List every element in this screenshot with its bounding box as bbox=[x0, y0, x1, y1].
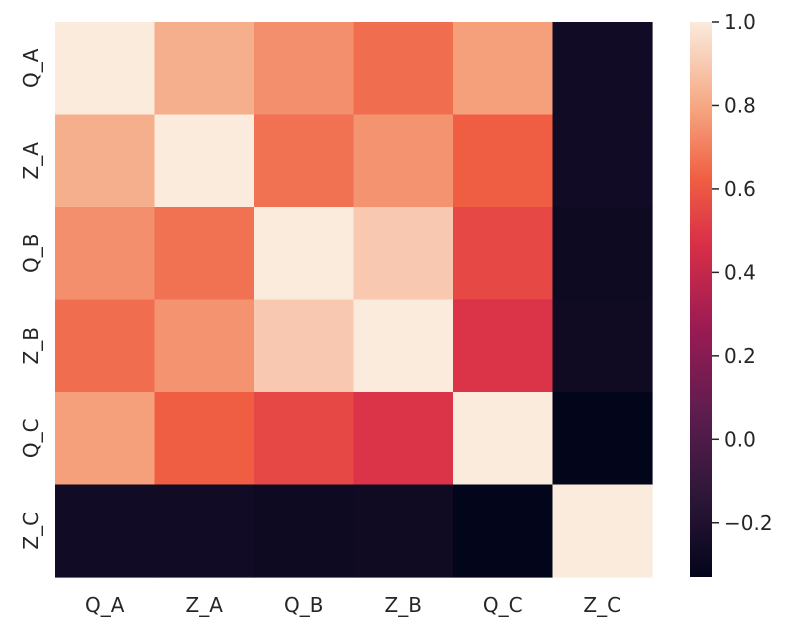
heatmap-cell-Q_C-Q_C bbox=[453, 392, 554, 486]
heatmap-cell-Z_C-Z_A bbox=[154, 484, 255, 578]
heatmap-cell-Q_A-Q_C bbox=[453, 22, 554, 116]
heatmap-cell-Q_C-Z_B bbox=[353, 392, 454, 486]
colorbar-tick-label: 0.4 bbox=[724, 260, 756, 284]
y-tick-label: Q_B bbox=[19, 234, 43, 273]
x-tick-label: Q_B bbox=[284, 593, 323, 617]
heatmap-cell-Z_B-Z_B bbox=[353, 299, 454, 393]
heatmap-cell-Q_C-Q_B bbox=[254, 392, 355, 486]
heatmap-cell-Z_A-Q_A bbox=[55, 114, 156, 208]
colorbar-tick-label: 0.6 bbox=[724, 177, 756, 201]
heatmap-cell-Q_A-Q_A bbox=[55, 22, 156, 116]
colorbar-tick-label: 0.8 bbox=[724, 93, 756, 117]
heatmap-cell-Z_A-Q_C bbox=[453, 114, 554, 208]
x-tick-label: Z_A bbox=[186, 593, 224, 617]
heatmap-cell-Q_B-Z_A bbox=[154, 207, 255, 301]
y-tick-label: Z_B bbox=[19, 327, 43, 364]
heatmap-cell-Z_A-Q_B bbox=[254, 114, 355, 208]
colorbar-tick-label: 0.2 bbox=[724, 344, 756, 368]
colorbar-tick-label: 1.0 bbox=[724, 10, 756, 34]
heatmap-cell-Z_A-Z_A bbox=[154, 114, 255, 208]
heatmap-cell-Z_B-Q_C bbox=[453, 299, 554, 393]
heatmap-cells bbox=[55, 22, 653, 578]
heatmap-cell-Q_A-Z_C bbox=[552, 22, 653, 116]
y-axis-ticks: Q_A Z_A Q_B Z_B Q_C Z_C bbox=[19, 48, 43, 549]
y-tick-label: Q_A bbox=[19, 48, 43, 88]
x-axis-ticks: Q_A Z_A Q_B Z_B Q_C Z_C bbox=[85, 593, 621, 617]
heatmap-cell-Z_A-Z_B bbox=[353, 114, 454, 208]
heatmap-cell-Q_B-Z_C bbox=[552, 207, 653, 301]
x-tick-label: Q_C bbox=[483, 593, 523, 617]
watermark: 知乎 @陈赛赛 bbox=[627, 591, 766, 616]
heatmap-cell-Z_C-Q_A bbox=[55, 484, 156, 578]
colorbar bbox=[690, 22, 712, 577]
x-tick-label: Q_A bbox=[85, 593, 125, 617]
heatmap-cell-Z_C-Q_B bbox=[254, 484, 355, 578]
heatmap-cell-Z_B-Z_A bbox=[154, 299, 255, 393]
heatmap-cell-Q_C-Q_A bbox=[55, 392, 156, 486]
heatmap-cell-Q_B-Q_C bbox=[453, 207, 554, 301]
heatmap-cell-Z_B-Q_A bbox=[55, 299, 156, 393]
heatmap-cell-Q_C-Z_A bbox=[154, 392, 255, 486]
heatmap-cell-Z_B-Q_B bbox=[254, 299, 355, 393]
heatmap-cell-Q_A-Q_B bbox=[254, 22, 355, 116]
x-tick-label: Z_B bbox=[385, 593, 422, 617]
colorbar-ticks: 1.0 0.8 0.6 0.4 0.2 0.0 −0.2 bbox=[712, 10, 773, 535]
heatmap-cell-Z_B-Z_C bbox=[552, 299, 653, 393]
heatmap-cell-Z_C-Q_C bbox=[453, 484, 554, 578]
heatmap-cell-Q_C-Z_C bbox=[552, 392, 653, 486]
heatmap-cell-Z_C-Z_B bbox=[353, 484, 454, 578]
colorbar-tick-label: 0.0 bbox=[724, 427, 756, 451]
heatmap-cell-Q_B-Z_B bbox=[353, 207, 454, 301]
colorbar-tick-label: −0.2 bbox=[724, 511, 773, 535]
heatmap-cell-Z_A-Z_C bbox=[552, 114, 653, 208]
x-tick-label: Z_C bbox=[583, 593, 621, 617]
heatmap-cell-Q_A-Z_A bbox=[154, 22, 255, 116]
heatmap-cell-Q_A-Z_B bbox=[353, 22, 454, 116]
heatmap-cell-Q_B-Q_B bbox=[254, 207, 355, 301]
y-tick-label: Z_A bbox=[19, 142, 43, 180]
heatmap-cell-Q_B-Q_A bbox=[55, 207, 156, 301]
y-tick-label: Z_C bbox=[19, 512, 43, 550]
y-tick-label: Q_C bbox=[19, 418, 43, 458]
heatmap-cell-Z_C-Z_C bbox=[552, 484, 653, 578]
